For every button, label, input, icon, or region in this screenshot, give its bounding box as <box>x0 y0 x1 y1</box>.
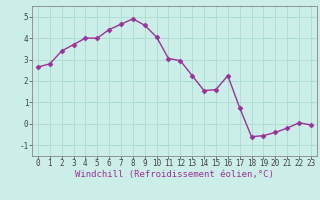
X-axis label: Windchill (Refroidissement éolien,°C): Windchill (Refroidissement éolien,°C) <box>75 170 274 179</box>
